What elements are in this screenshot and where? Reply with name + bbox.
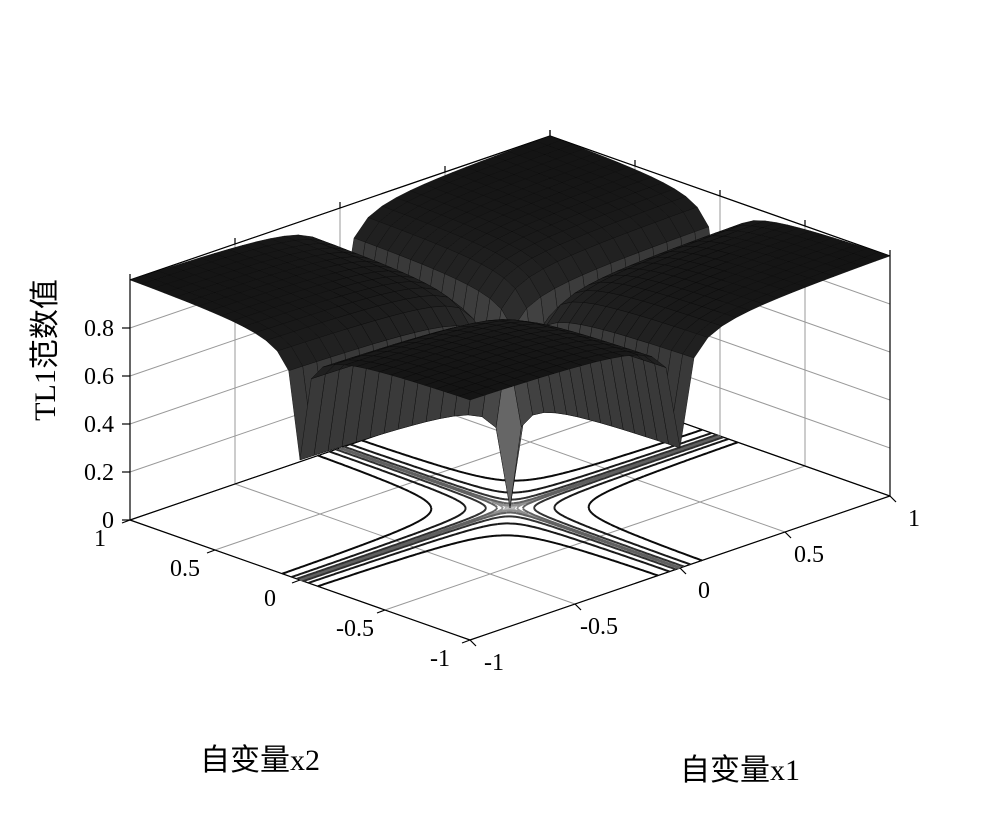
svg-text:1: 1 bbox=[94, 526, 106, 552]
svg-text:-1: -1 bbox=[430, 646, 450, 672]
svg-text:0.8: 0.8 bbox=[84, 316, 114, 342]
svg-text:-0.5: -0.5 bbox=[336, 616, 374, 642]
svg-text:0.5: 0.5 bbox=[794, 542, 824, 568]
svg-text:1: 1 bbox=[908, 506, 920, 532]
chart-surface: 00.20.40.60.8-1-0.500.51-1-0.500.51TL1范数… bbox=[0, 0, 1000, 815]
z-axis-label: TL1范数值 bbox=[29, 279, 62, 421]
x-axis-label: 自变量x1 bbox=[680, 754, 800, 787]
svg-text:0.4: 0.4 bbox=[84, 412, 114, 438]
svg-text:0: 0 bbox=[264, 586, 276, 612]
svg-text:-1: -1 bbox=[484, 650, 504, 676]
svg-text:-0.5: -0.5 bbox=[580, 614, 618, 640]
surface bbox=[130, 136, 890, 508]
svg-text:0.6: 0.6 bbox=[84, 364, 114, 390]
svg-text:0: 0 bbox=[698, 578, 710, 604]
y-axis-label: 自变量x2 bbox=[200, 744, 320, 777]
svg-text:0.2: 0.2 bbox=[84, 460, 114, 486]
svg-text:0.5: 0.5 bbox=[170, 556, 200, 582]
